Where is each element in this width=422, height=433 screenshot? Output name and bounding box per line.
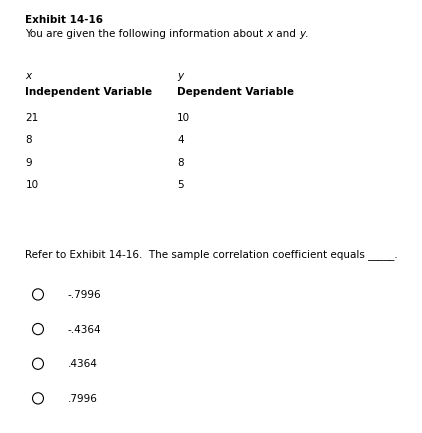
Text: .4364: .4364 bbox=[68, 359, 97, 369]
Text: Exhibit 14-16: Exhibit 14-16 bbox=[25, 15, 103, 25]
Text: and: and bbox=[273, 29, 299, 39]
Text: 8: 8 bbox=[177, 158, 184, 168]
Text: y: y bbox=[299, 29, 305, 39]
Text: 4: 4 bbox=[177, 135, 184, 145]
Text: -.4364: -.4364 bbox=[68, 325, 101, 335]
Text: Independent Variable: Independent Variable bbox=[25, 87, 152, 97]
Text: x: x bbox=[267, 29, 273, 39]
Text: .7996: .7996 bbox=[68, 394, 97, 404]
Text: .: . bbox=[305, 29, 308, 39]
Text: 5: 5 bbox=[177, 180, 184, 190]
Text: y: y bbox=[177, 71, 184, 81]
Text: 9: 9 bbox=[25, 158, 32, 168]
Text: x: x bbox=[25, 71, 32, 81]
Text: Dependent Variable: Dependent Variable bbox=[177, 87, 294, 97]
Text: Refer to Exhibit 14-16.  The sample correlation coefficient equals _____.: Refer to Exhibit 14-16. The sample corre… bbox=[25, 249, 398, 260]
Text: 10: 10 bbox=[177, 113, 190, 123]
Text: 8: 8 bbox=[25, 135, 32, 145]
Text: 21: 21 bbox=[25, 113, 38, 123]
Text: You are given the following information about: You are given the following information … bbox=[25, 29, 267, 39]
Text: -.7996: -.7996 bbox=[68, 290, 101, 300]
Text: 10: 10 bbox=[25, 180, 38, 190]
